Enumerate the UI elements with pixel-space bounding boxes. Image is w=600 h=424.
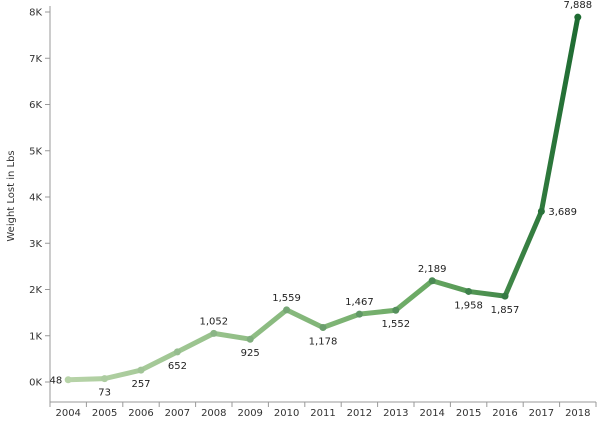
data-label: 1,178 — [309, 337, 338, 348]
data-point — [465, 287, 473, 295]
data-point — [392, 306, 400, 314]
y-tick-label: 8K — [29, 8, 42, 19]
data-label: 3,689 — [548, 207, 577, 218]
x-tick-label: 2006 — [128, 408, 153, 419]
data-point — [355, 310, 363, 318]
x-tick-label: 2009 — [237, 408, 262, 419]
data-point — [319, 324, 327, 332]
x-tick-label: 2010 — [274, 408, 299, 419]
data-labels: 48 73 257 652 1,052 925 1,559 1,178 1,467 1,552 2,… — [49, 0, 592, 398]
data-label: 1,559 — [272, 293, 301, 304]
x-tick-label: 2018 — [565, 408, 590, 419]
x-tick-label: 2004 — [55, 408, 80, 419]
y-tick-label: 7K — [29, 54, 42, 65]
data-point — [101, 375, 109, 383]
y-tick-label: 0K — [29, 378, 42, 389]
x-tick-labels: 2004 2005 2006 2007 2008 2009 2010 2011 2012 2013… — [49, 402, 597, 419]
data-point — [173, 348, 181, 356]
data-label: 1,467 — [345, 297, 374, 308]
data-label: 2,189 — [418, 264, 447, 275]
data-label: 925 — [241, 348, 260, 359]
y-tick-label: 5K — [29, 146, 42, 157]
data-label: 1,857 — [491, 305, 520, 316]
x-tick-label: 2015 — [456, 408, 481, 419]
data-label: 7,888 — [563, 0, 592, 11]
data-label: 1,052 — [199, 316, 228, 327]
data-point — [501, 292, 509, 300]
x-tick-label: 2007 — [165, 408, 190, 419]
y-tick-labels: 0K 1K 2K 3K 4K 5K 6K 7K 8K — [29, 8, 50, 389]
data-point — [537, 207, 545, 215]
data-points — [64, 13, 582, 384]
x-tick-label: 2012 — [347, 408, 372, 419]
x-tick-label: 2013 — [383, 408, 408, 419]
data-label: 257 — [131, 379, 150, 390]
x-tick-label: 2005 — [92, 408, 117, 419]
data-label: 73 — [98, 388, 111, 399]
y-axis-title: Weight Lost in Lbs — [6, 150, 17, 241]
data-point — [574, 13, 582, 21]
y-tick-label: 1K — [29, 331, 42, 342]
x-tick-label: 2014 — [419, 408, 444, 419]
x-tick-label: 2017 — [529, 408, 554, 419]
data-label: 652 — [168, 361, 187, 372]
data-point — [283, 306, 291, 314]
y-tick-label: 2K — [29, 285, 42, 296]
y-tick-label: 3K — [29, 239, 42, 250]
x-tick-label: 2008 — [201, 408, 226, 419]
data-point — [210, 329, 218, 337]
data-point — [137, 366, 145, 374]
data-label: 48 — [49, 375, 62, 386]
x-tick-label: 2016 — [492, 408, 517, 419]
y-tick-label: 4K — [29, 193, 42, 204]
data-point — [64, 376, 72, 384]
x-tick-label: 2011 — [310, 408, 335, 419]
data-point — [428, 277, 436, 285]
data-point — [246, 335, 254, 343]
y-tick-label: 6K — [29, 100, 42, 111]
data-label: 1,958 — [454, 300, 483, 311]
data-label: 1,552 — [381, 319, 410, 330]
